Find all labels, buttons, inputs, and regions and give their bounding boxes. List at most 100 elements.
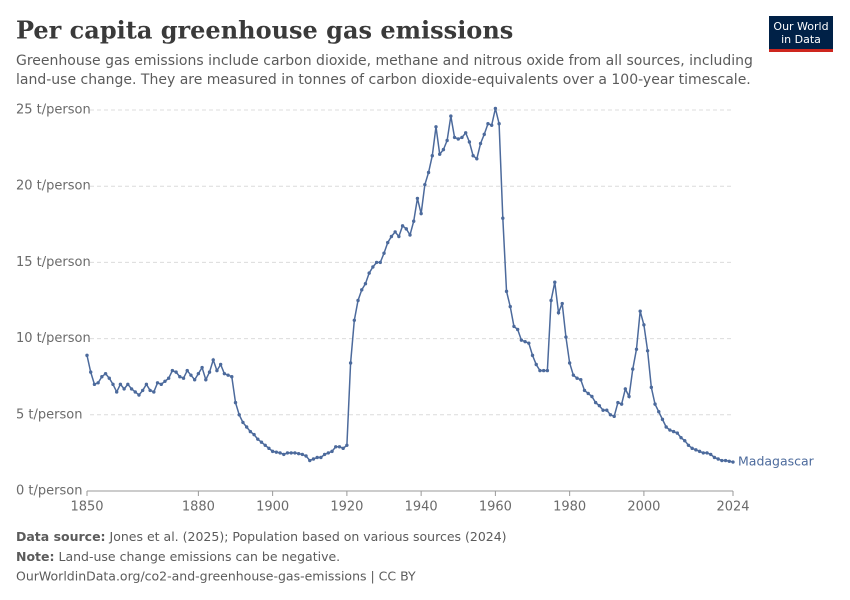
point xyxy=(441,147,446,152)
source-label: Data source: xyxy=(16,529,106,544)
point xyxy=(475,157,479,161)
point xyxy=(129,387,134,391)
point xyxy=(701,451,705,455)
point xyxy=(430,154,434,158)
point xyxy=(456,137,460,141)
point xyxy=(605,408,609,412)
point xyxy=(163,379,167,383)
series-line xyxy=(86,108,734,463)
logo[interactable] xyxy=(769,16,833,50)
point xyxy=(449,114,453,118)
point xyxy=(638,309,642,313)
y-tick-label: 25 t/person xyxy=(16,103,91,118)
point xyxy=(612,414,616,419)
point xyxy=(467,140,472,144)
point xyxy=(192,378,197,382)
point xyxy=(345,443,349,447)
point xyxy=(452,135,457,140)
point xyxy=(571,373,576,377)
point xyxy=(196,371,201,376)
point xyxy=(181,376,186,380)
point xyxy=(471,154,475,158)
point xyxy=(534,362,538,367)
point xyxy=(304,454,308,458)
point xyxy=(423,182,427,187)
point xyxy=(690,446,694,451)
point xyxy=(382,251,386,255)
point xyxy=(89,370,93,374)
point xyxy=(367,271,371,275)
point xyxy=(415,196,420,201)
point xyxy=(623,387,628,391)
point xyxy=(326,451,331,455)
point xyxy=(538,368,542,373)
point xyxy=(259,440,264,444)
point xyxy=(322,452,327,457)
point xyxy=(85,353,89,358)
point xyxy=(660,417,665,422)
point xyxy=(489,123,494,127)
point xyxy=(296,451,301,456)
point xyxy=(515,327,520,332)
point xyxy=(400,224,405,228)
point xyxy=(378,260,382,265)
point xyxy=(508,304,512,309)
point xyxy=(575,376,579,380)
point xyxy=(144,382,149,387)
point xyxy=(311,457,316,461)
point xyxy=(389,234,394,239)
point xyxy=(541,368,546,373)
footer-url[interactable]: OurWorldinData.org/co2-and-greenhouse-ga… xyxy=(16,569,416,584)
point xyxy=(545,368,550,373)
point xyxy=(293,451,297,455)
point xyxy=(582,388,587,393)
point xyxy=(270,449,275,454)
point xyxy=(556,310,561,315)
logo-text: in Data xyxy=(781,33,821,46)
point xyxy=(341,446,345,451)
footer-source: Data source: Jones et al. (2025); Popula… xyxy=(16,529,507,544)
point xyxy=(716,457,720,461)
point xyxy=(252,432,256,437)
point xyxy=(720,458,724,463)
logo-stripe xyxy=(769,49,833,52)
point xyxy=(274,450,279,454)
point xyxy=(631,367,635,371)
point xyxy=(107,376,111,380)
point xyxy=(360,288,364,292)
point xyxy=(501,216,505,220)
point xyxy=(155,381,160,385)
point xyxy=(486,122,490,126)
point xyxy=(256,437,260,441)
point xyxy=(723,458,728,463)
point xyxy=(170,368,175,373)
y-tick-label: 5 t/person xyxy=(16,407,82,422)
point xyxy=(230,375,234,379)
y-tick-label: 15 t/person xyxy=(16,255,91,270)
x-tick-label: 2000 xyxy=(627,500,660,515)
point xyxy=(218,362,223,367)
point xyxy=(445,138,449,143)
point xyxy=(586,391,590,396)
point xyxy=(668,428,672,432)
point xyxy=(348,361,353,365)
point xyxy=(686,443,691,447)
point xyxy=(697,449,702,454)
point xyxy=(675,431,680,435)
point xyxy=(709,452,713,457)
point xyxy=(215,368,219,373)
point xyxy=(579,378,583,382)
point xyxy=(334,445,338,449)
point xyxy=(111,382,115,387)
point xyxy=(152,390,156,394)
point xyxy=(126,382,130,387)
point xyxy=(289,451,293,455)
point xyxy=(504,289,509,294)
point xyxy=(207,370,212,374)
point xyxy=(300,452,305,457)
point xyxy=(308,458,312,463)
point xyxy=(553,280,557,284)
point xyxy=(712,455,717,460)
series-label: Madagascar xyxy=(738,454,815,469)
point xyxy=(103,371,108,376)
